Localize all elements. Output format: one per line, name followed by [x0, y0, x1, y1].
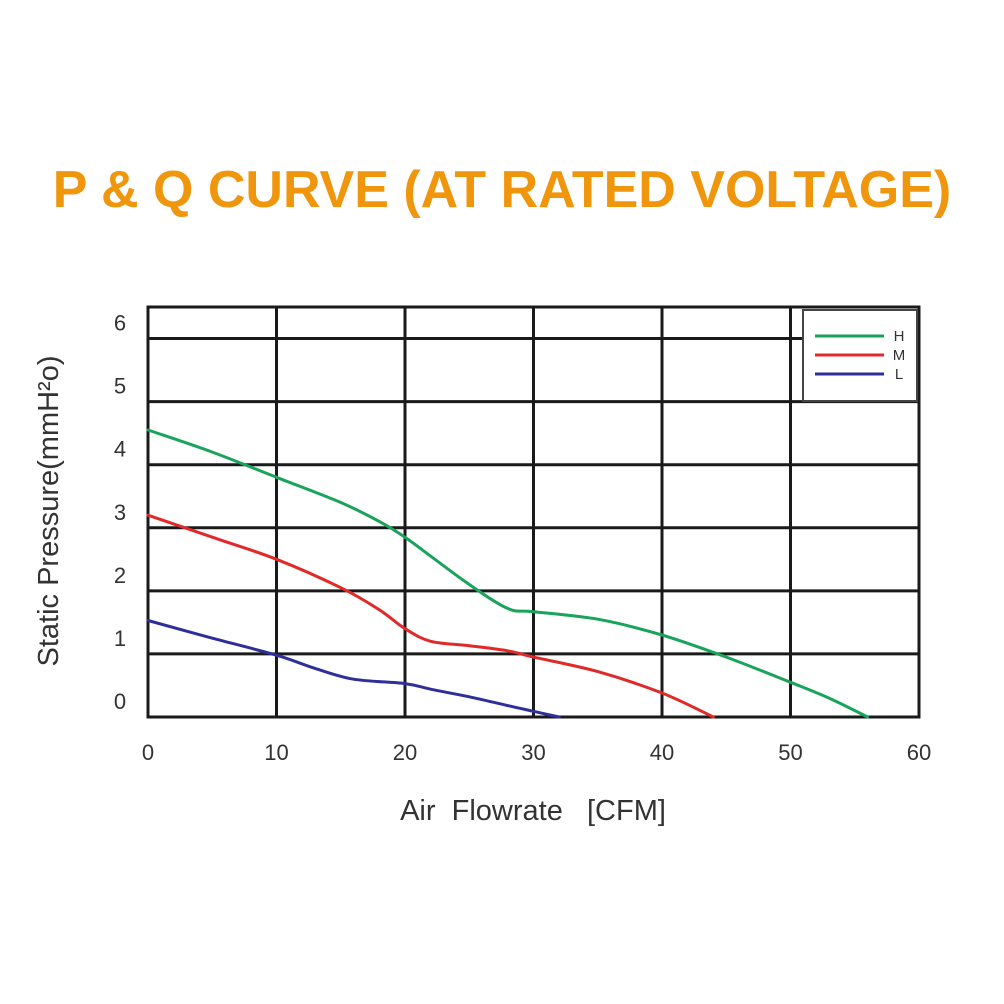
y-tick-label: 5 — [114, 374, 126, 399]
x-tick-label: 0 — [142, 740, 154, 765]
x-axis-label: Air Flowrate [CFM] — [400, 795, 666, 827]
x-axis-ticks: 0 10 20 30 40 50 60 — [142, 740, 931, 765]
x-tick-label: 50 — [778, 740, 802, 765]
x-tick-label: 10 — [264, 740, 288, 765]
x-tick-label: 60 — [907, 740, 931, 765]
y-axis-ticks: 0 1 2 3 4 5 6 — [114, 311, 126, 714]
y-tick-label: 1 — [114, 626, 126, 651]
y-tick-label: 0 — [114, 689, 126, 714]
y-tick-label: 2 — [114, 563, 126, 588]
grid-lines — [146, 305, 921, 719]
y-axis-label: Static Pressure(mmH²o) — [33, 356, 65, 667]
x-tick-label: 40 — [650, 740, 674, 765]
y-tick-label: 4 — [114, 437, 126, 462]
series-lines — [146, 428, 870, 719]
x-tick-label: 20 — [393, 740, 417, 765]
series-line-m — [146, 513, 715, 719]
series-line-h — [146, 428, 870, 719]
y-tick-label: 6 — [114, 311, 126, 336]
legend-label-l: L — [895, 366, 903, 383]
x-tick-label: 30 — [521, 740, 545, 765]
y-tick-label: 3 — [114, 500, 126, 525]
legend: HML — [802, 309, 918, 402]
series-line-l — [146, 619, 561, 719]
legend-label-h: H — [894, 328, 905, 345]
legend-label-m: M — [893, 347, 906, 364]
chart-title: P & Q CURVE (AT RATED VOLTAGE) — [52, 161, 952, 219]
